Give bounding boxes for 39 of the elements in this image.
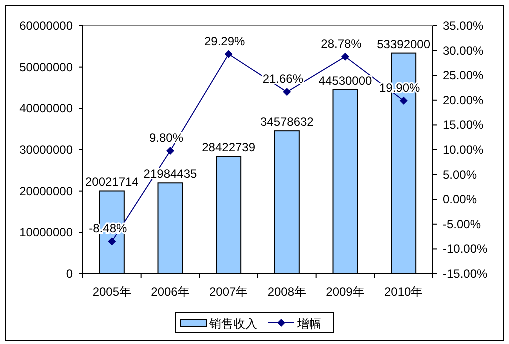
x-tick-label: 2009年 — [326, 285, 365, 299]
y2-tick-label: -10.00% — [443, 242, 488, 256]
y2-tick-label: 10.00% — [443, 143, 484, 157]
y-tick-label: 60000000 — [20, 19, 74, 33]
data-label: 34578632 — [260, 115, 314, 130]
point — [166, 146, 174, 155]
y2-tick-label: 15.00% — [443, 118, 484, 132]
data-label: 29.29% — [204, 34, 246, 48]
y2-tick-label: -5.00% — [443, 217, 482, 232]
point — [108, 238, 116, 246]
data-label: 53392000 — [377, 37, 431, 52]
y-tick-label: 0 — [66, 267, 74, 281]
legend-label: 增幅 — [296, 317, 322, 331]
x-tick-label: 2007年 — [209, 285, 248, 299]
y-tick-label: 30000000 — [20, 143, 74, 157]
y2-tick-label: 0.00% — [443, 192, 478, 207]
y-tick-label: 20000000 — [20, 184, 74, 198]
x-tick-label: 2008年 — [268, 285, 307, 299]
y2-tick-label: 25.00% — [443, 68, 484, 83]
data-label: 44530000 — [318, 74, 373, 88]
point — [342, 52, 350, 61]
x-tick-label: 2010年 — [384, 285, 424, 299]
x-tick-label: 2005年 — [92, 285, 132, 299]
y-tick-label: 10000000 — [20, 226, 74, 240]
y2-tick-label: -15.00% — [443, 267, 488, 281]
y2-tick-label: 30.00% — [443, 44, 484, 58]
y-tick-label: 50000000 — [20, 60, 74, 74]
legend-label: 销售收入 — [208, 317, 258, 331]
y2-tick-label: 20.00% — [443, 93, 484, 108]
point — [224, 50, 233, 58]
data-label: 20021714 — [85, 175, 140, 190]
y-tick-label: 40000000 — [20, 102, 74, 116]
y2-tick-label: 5.00% — [443, 168, 478, 182]
point — [283, 88, 292, 96]
y2-tick-label: 35.00% — [443, 19, 484, 33]
x-tick-label: 2006年 — [151, 285, 190, 299]
data-label: 28422739 — [202, 140, 256, 155]
data-label: 28.78% — [321, 36, 362, 51]
point — [400, 96, 408, 105]
